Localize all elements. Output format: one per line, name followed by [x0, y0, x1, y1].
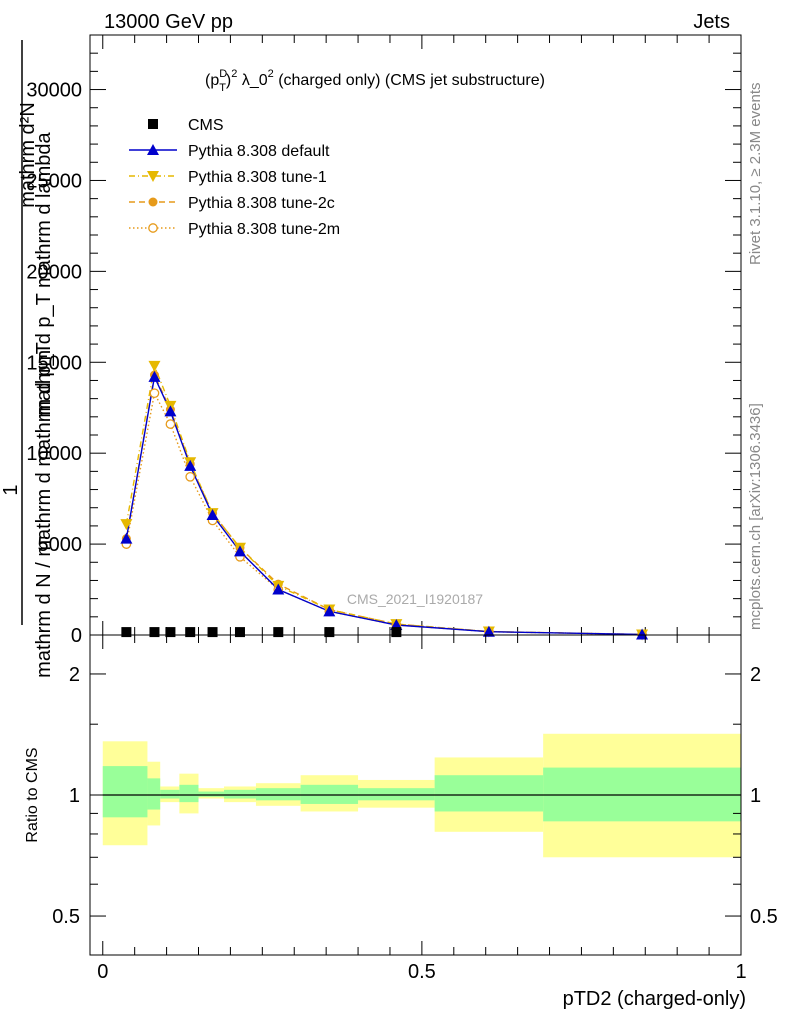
main-panel-series	[120, 360, 649, 641]
legend: CMS Pythia 8.308 default Pythia 8.308 tune…	[129, 117, 340, 238]
data-point-cms	[273, 627, 284, 638]
data-point-default	[233, 545, 246, 557]
ratio-band-inner	[224, 789, 256, 799]
y-label-prefactor: mathrm d N / mathrm d mathrm d p_T	[33, 342, 55, 678]
data-point-default	[206, 509, 219, 520]
data-point-cms	[149, 627, 160, 638]
data-point-default	[120, 532, 133, 544]
main-panel-ticks: 0 5000 10000 15000 20000 25000 30000	[26, 34, 742, 647]
ratio-band-inner	[102, 766, 148, 818]
legend-label: Pythia 8.308 default	[188, 143, 330, 160]
data-point-cms	[185, 627, 196, 638]
y-tick-label: 5000	[38, 534, 83, 556]
x-tick-label: 0.5	[408, 961, 436, 983]
legend-label: Pythia 8.308 tune-2m	[188, 221, 340, 238]
ratio-band-inner	[358, 788, 435, 801]
data-point-default	[323, 605, 336, 617]
ratio-band-inner	[179, 784, 199, 803]
legend-marker	[147, 144, 159, 155]
data-point-default	[184, 459, 197, 471]
data-point-cms	[234, 627, 245, 638]
data-point-cms	[324, 627, 335, 638]
ratio-band-inner	[300, 784, 359, 804]
rivet-version-label: Rivet 3.1.10, ≥ 2.3M events	[747, 83, 764, 266]
data-point-default	[482, 625, 495, 637]
legend-marker	[147, 171, 159, 182]
y-tick-label: 30000	[26, 80, 82, 102]
ratio-y-tick-label: 2	[69, 664, 80, 686]
ratio-y-axis-label: Ratio to CMS	[24, 747, 41, 842]
data-point-default	[164, 405, 177, 417]
main-y-axis-label: mathrm d²N mathrm d p_T mathrm d lambda …	[0, 40, 55, 678]
plot-title: (pD T)2 λ_02 (charged only) (CMS jet subs…	[205, 68, 545, 94]
jets-label: Jets	[693, 11, 730, 33]
ratio-y-tick-label-right: 2	[750, 664, 761, 686]
analysis-watermark: CMS_2021_I1920187	[347, 591, 483, 607]
data-point-default	[272, 583, 285, 595]
data-point-tune-2m	[149, 388, 160, 399]
y-tick-label: 15000	[26, 352, 82, 374]
legend-marker	[148, 119, 158, 129]
ratio-y-tick-label-right: 1	[750, 785, 761, 807]
ratio-y-tick-label-right: 0.5	[750, 906, 778, 928]
x-tick-label: 0	[97, 961, 108, 983]
ratio-panel-ticks: 0.5 0.5 1 1 2 2	[52, 664, 778, 928]
y-label-denominator: mathrm d p_T mathrm d lambda	[33, 131, 55, 417]
data-point-default	[148, 370, 161, 382]
data-point-cms	[121, 627, 132, 638]
legend-label: CMS	[188, 117, 224, 134]
data-point-tune-2m	[185, 471, 196, 482]
y-tick-label: 0	[71, 625, 82, 647]
ratio-band-inner	[147, 778, 161, 810]
x-tick-label: 1	[735, 961, 746, 983]
ratio-band-inner	[255, 788, 301, 801]
mcplots-label: mcplots.cern.ch [arXiv:1306.3436]	[747, 403, 764, 630]
y-tick-label: 10000	[26, 443, 82, 465]
ratio-uncertainty-bands	[102, 733, 741, 858]
data-point-tune-2m	[165, 419, 176, 429]
y-tick-label: 20000	[26, 261, 82, 283]
data-point-cms	[165, 627, 176, 638]
ratio-band-inner	[160, 789, 180, 799]
legend-label: Pythia 8.308 tune-2c	[188, 195, 335, 212]
legend-label: Pythia 8.308 tune-1	[188, 169, 327, 186]
data-point-cms	[391, 627, 402, 638]
data-point-cms	[207, 627, 218, 638]
ratio-band-inner	[198, 791, 225, 797]
y-tick-label: 25000	[26, 170, 82, 192]
x-axis-label: pTD2 (charged-only)	[563, 988, 746, 1010]
ratio-y-tick-label: 1	[69, 785, 80, 807]
legend-marker	[148, 223, 158, 233]
energy-label: 13000 GeV pp	[104, 11, 233, 33]
x-axis-ticks: 0 0.5 1	[97, 635, 747, 983]
data-point-tune-1	[148, 360, 161, 372]
data-point-tune-1	[120, 519, 133, 531]
ratio-y-tick-label: 0.5	[52, 906, 80, 928]
legend-marker	[148, 197, 158, 207]
ratio-band-inner	[434, 775, 544, 812]
y-label-one: 1	[0, 484, 22, 495]
